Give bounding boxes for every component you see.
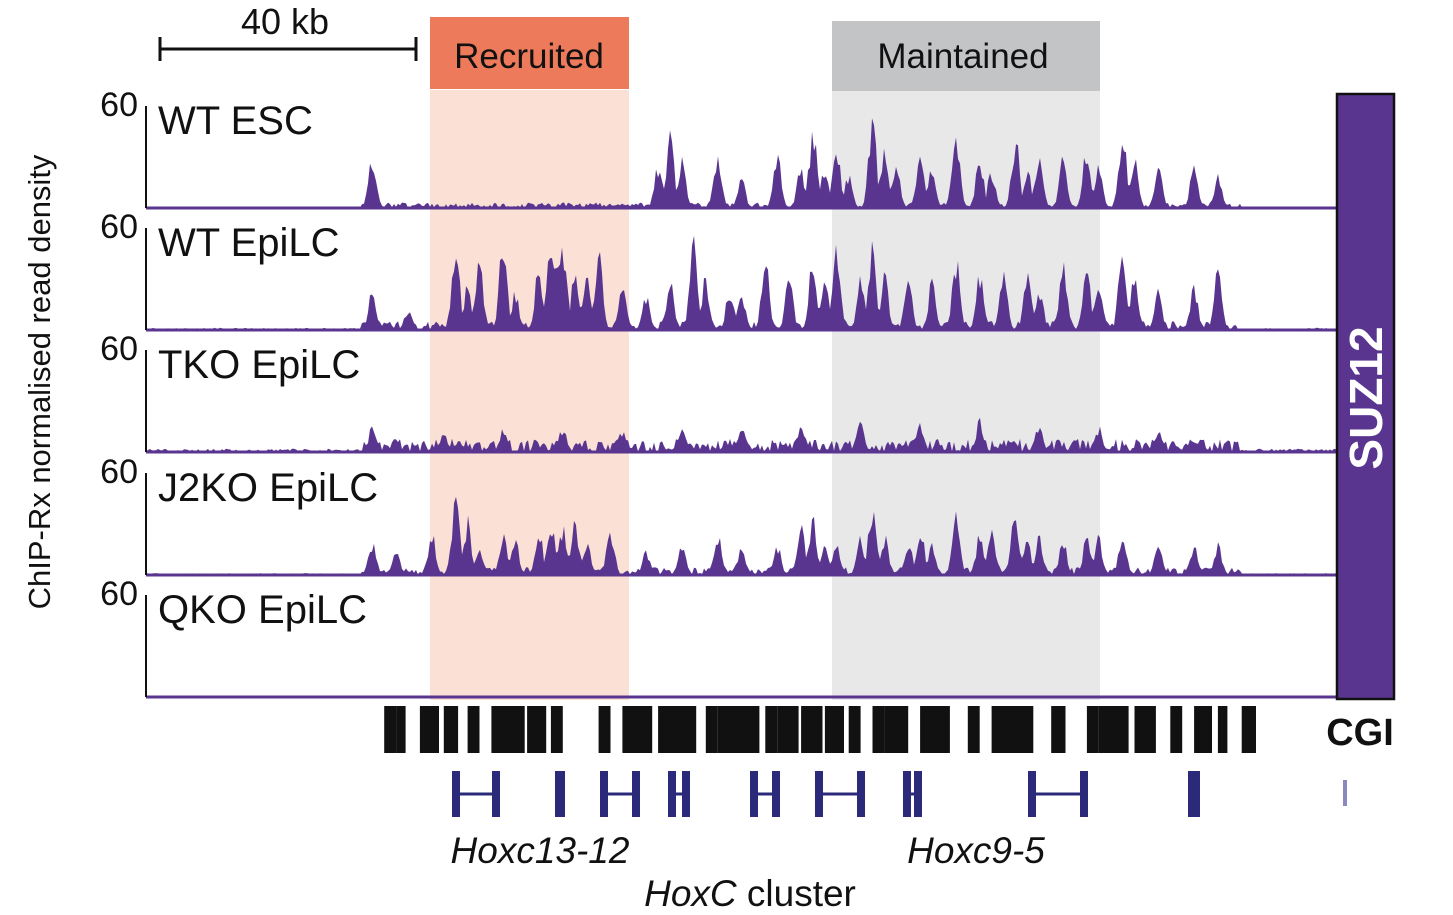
- cgi-block: [848, 706, 861, 753]
- cgi-block: [527, 706, 547, 753]
- gene-exon: [682, 771, 690, 817]
- gene-exon: [632, 771, 640, 817]
- y-axis-label: ChIP-Rx normalised read density: [22, 154, 57, 609]
- track-name-label: QKO EpiLC: [158, 588, 367, 632]
- cgi-block: [1086, 706, 1099, 753]
- recruited-header-box: [430, 17, 629, 89]
- cgi-block: [1051, 706, 1066, 753]
- tracks: 60 WT ESC 60 WT EpiLC 60 TKO EpiLC 60 J2KO EpiL…: [100, 86, 1337, 699]
- track-name-label: J2KO EpiLC: [158, 466, 378, 510]
- gene-exon: [914, 771, 922, 817]
- gene-exon: [492, 771, 500, 817]
- cgi-block: [967, 706, 980, 753]
- gene-label-hoxc9-5: Hoxc9-5: [907, 830, 1045, 871]
- gene-exon: [772, 771, 780, 817]
- cgi-label: CGI: [1326, 712, 1394, 754]
- cgi-block: [765, 706, 778, 753]
- cgi-block: [384, 706, 397, 753]
- gene-exon: [557, 771, 565, 817]
- gene-label-hoxc13-12: Hoxc13-12: [451, 830, 630, 871]
- gene-exon: [815, 771, 823, 817]
- cgi-block: [991, 706, 1004, 753]
- scale-bar: 40 kb: [158, 1, 418, 61]
- cgi-block: [658, 706, 697, 753]
- cgi-block: [824, 706, 844, 753]
- track-max-label: 60: [100, 208, 138, 246]
- recruited-header-label: Recruited: [454, 37, 604, 76]
- maintained-header-label: Maintained: [877, 37, 1048, 76]
- track-max-label: 60: [100, 86, 138, 124]
- hoxc-cluster-label: HoxC cluster: [644, 873, 856, 914]
- cgi-block: [598, 706, 611, 753]
- cgi-block: [872, 706, 885, 753]
- signal-wt-epilc: [146, 235, 1337, 330]
- track-name-label: TKO EpiLC: [158, 343, 360, 387]
- cgi-block: [1170, 706, 1183, 753]
- cgi-block: [1098, 706, 1129, 753]
- track-max-label: 60: [100, 453, 138, 491]
- suz12-side-label: SUZ12: [1340, 326, 1392, 469]
- gene-models: [452, 771, 1347, 817]
- track-name-label: WT ESC: [158, 99, 313, 143]
- scale-bar-label: 40 kb: [241, 1, 329, 42]
- cgi-block: [491, 706, 525, 753]
- cgi-block: [1241, 706, 1256, 753]
- signal-tko-epilc: [146, 417, 1337, 452]
- cgi-block: [884, 706, 909, 753]
- maintained-header-box: [832, 21, 1100, 91]
- track-max-label: 60: [100, 330, 138, 368]
- cgi-block: [1194, 706, 1212, 753]
- cgi-block: [1217, 706, 1228, 753]
- track-name-label: WT EpiLC: [158, 221, 340, 265]
- signal-j2ko-epilc: [146, 496, 1337, 575]
- track-max-label: 60: [100, 575, 138, 613]
- cgi-block: [705, 706, 718, 753]
- cgi-block: [717, 706, 760, 753]
- gene-exon: [1343, 780, 1347, 806]
- gene-exon: [452, 771, 460, 817]
- cgi-block: [419, 706, 439, 753]
- gene-exon: [1080, 771, 1088, 817]
- cgi-track: [384, 706, 1256, 753]
- suz12-side-bar: [1335, 92, 1396, 701]
- hoxc-cluster-label-italic: HoxC: [644, 873, 737, 914]
- gene-exon: [857, 771, 865, 817]
- gene-exon: [1192, 771, 1200, 817]
- hoxc-cluster-label-rest: cluster: [737, 873, 856, 914]
- recruited-region-band: [430, 90, 629, 700]
- cgi-block: [801, 706, 823, 753]
- cgi-block: [443, 706, 459, 753]
- cgi-block: [777, 706, 799, 753]
- cgi-block: [396, 706, 406, 753]
- signal-wt-esc: [146, 118, 1337, 208]
- cgi-block: [1134, 706, 1156, 753]
- cgi-block: [467, 706, 480, 753]
- gene-exon: [668, 771, 676, 817]
- cgi-block: [550, 706, 563, 753]
- cgi-block: [622, 706, 653, 753]
- cgi-block: [920, 706, 950, 753]
- gene-exon: [750, 771, 758, 817]
- gene-exon: [1028, 771, 1036, 817]
- gene-exon: [903, 771, 911, 817]
- gene-exon: [600, 771, 608, 817]
- cgi-block: [1003, 706, 1034, 753]
